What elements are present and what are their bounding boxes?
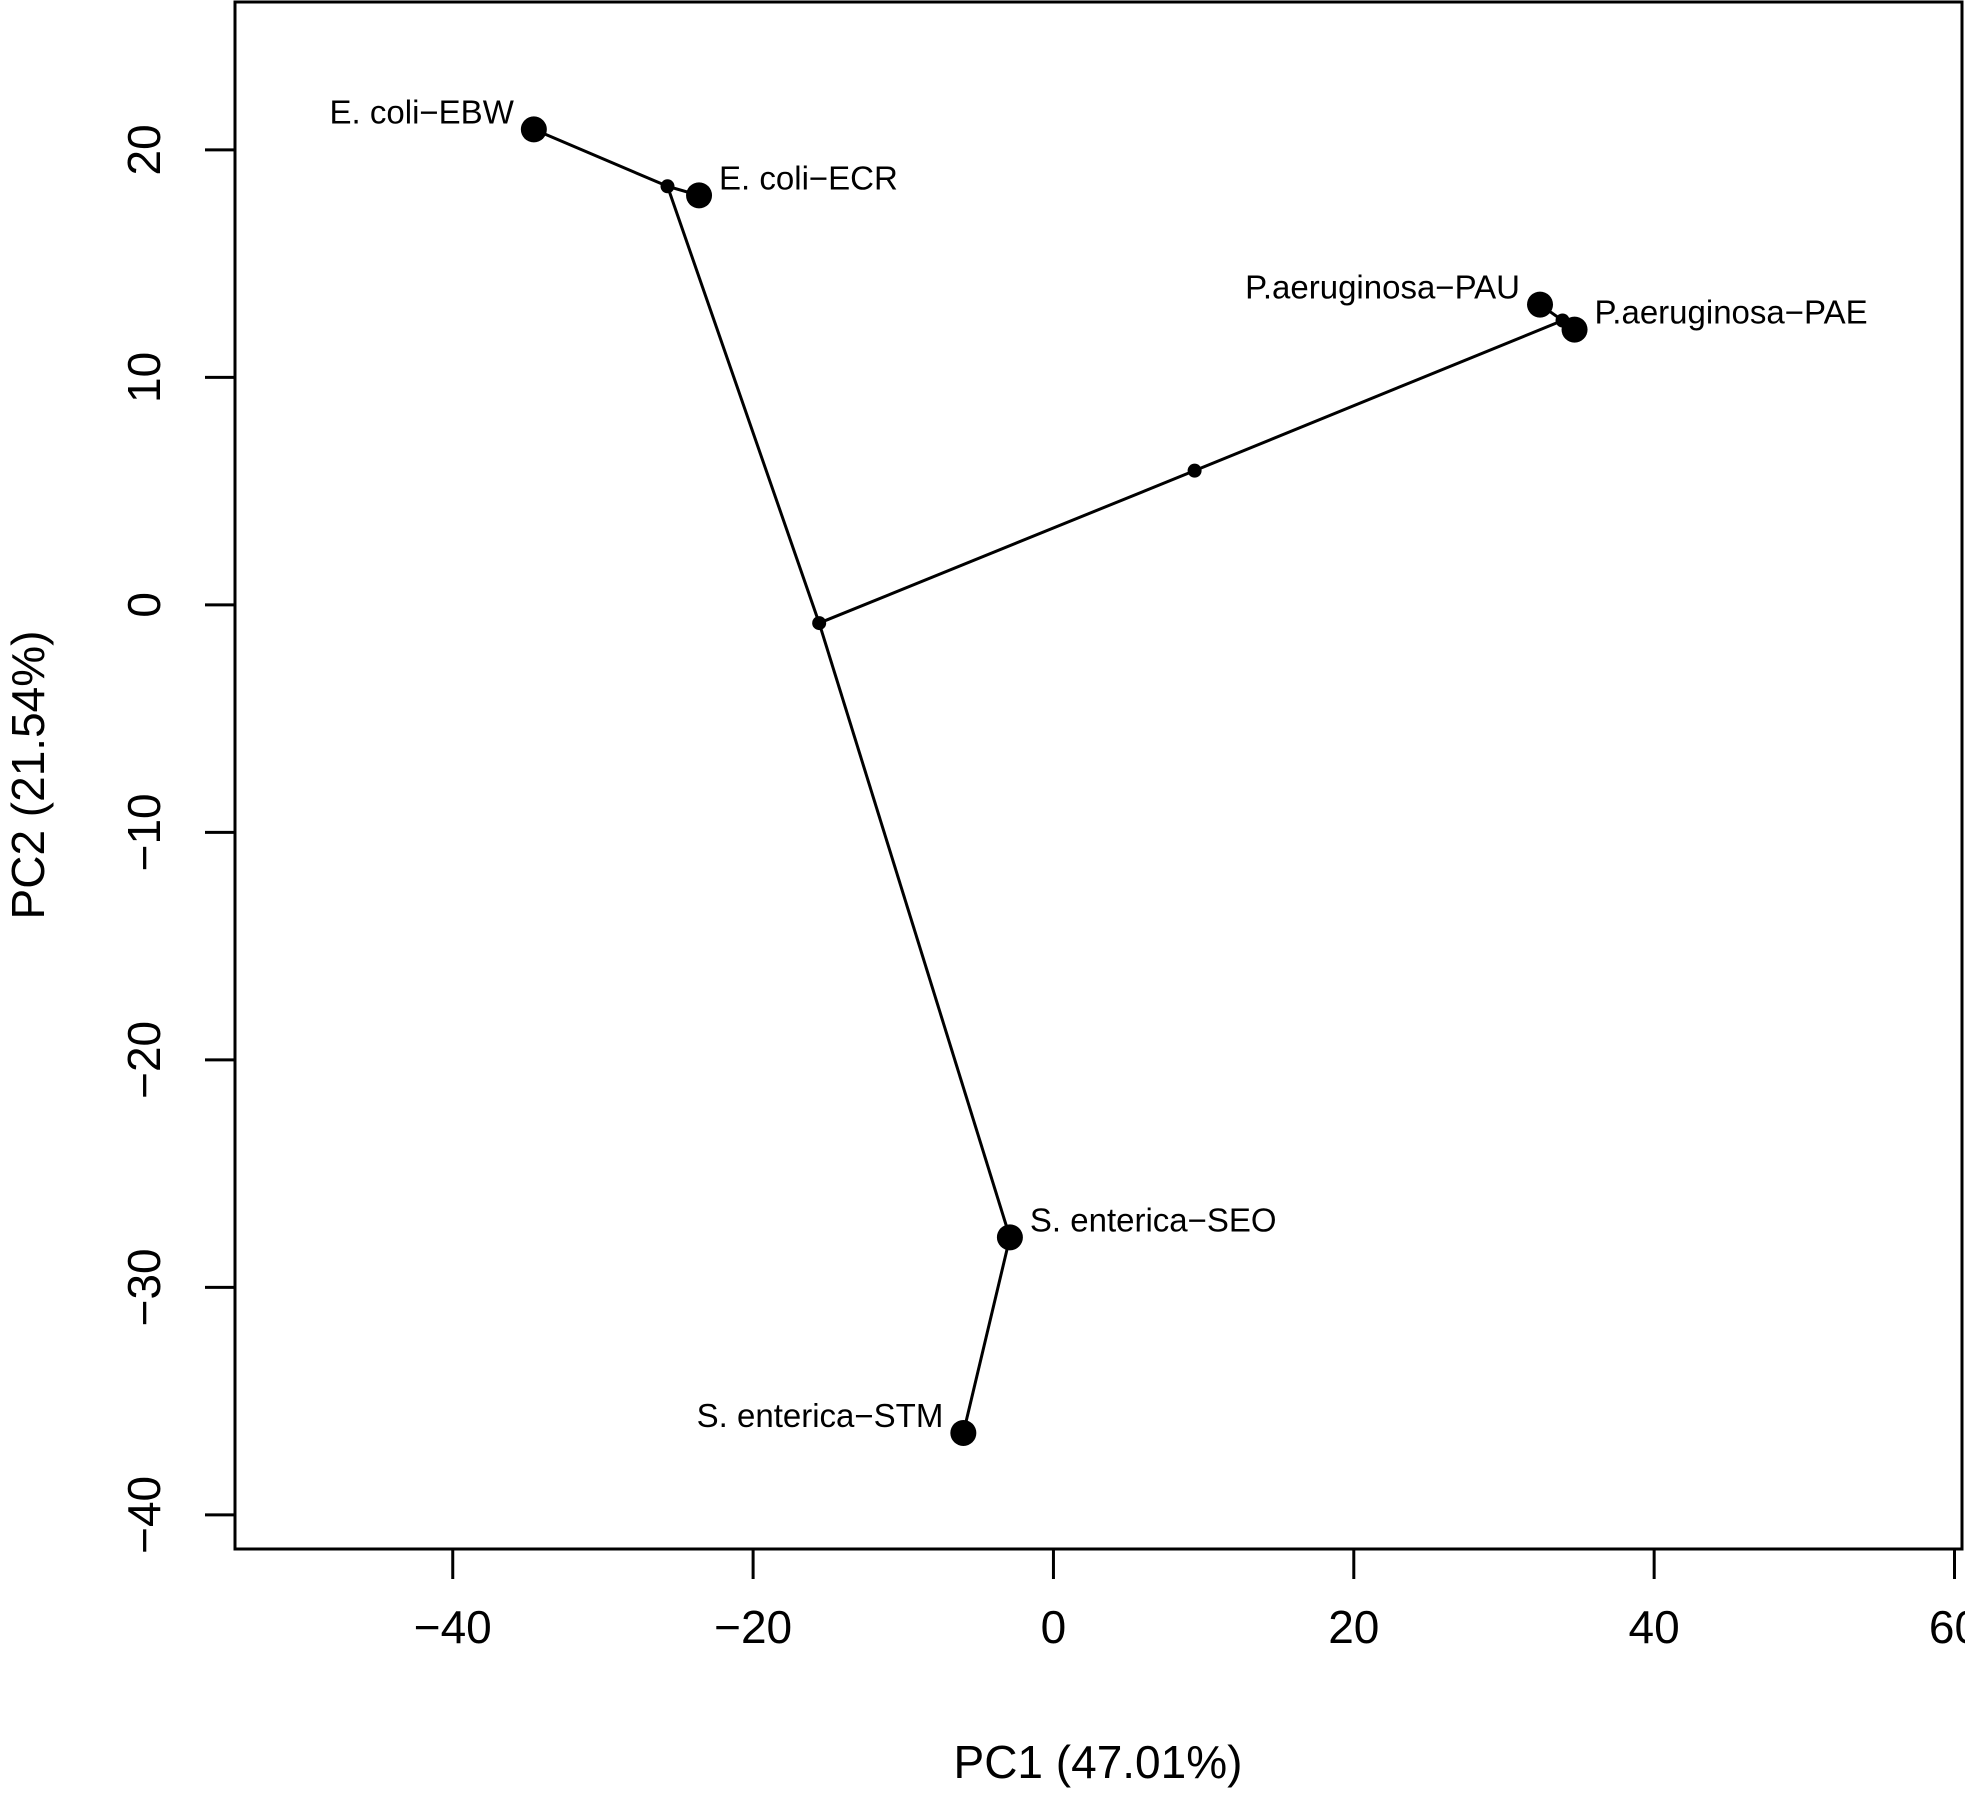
x-tick-label: 0	[1041, 1601, 1067, 1653]
point-marker-stm	[950, 1419, 977, 1446]
y-tick-label: −30	[118, 1248, 170, 1326]
point-marker-pau	[1527, 291, 1554, 318]
y-axis-title: PC2 (21.54%)	[2, 631, 54, 920]
x-tick-label: 20	[1328, 1601, 1379, 1653]
point-label-pae: P.aeruginosa−PAE	[1595, 294, 1868, 331]
x-axis: −40 −20 0 20 40 60	[414, 1547, 1965, 1653]
y-tick-label: 20	[118, 124, 170, 175]
point-label-ebw: E. coli−EBW	[330, 93, 515, 130]
point-marker-ebw	[520, 116, 547, 143]
internal-node-marker	[1187, 463, 1202, 478]
point-marker-seo	[996, 1224, 1023, 1251]
tree-edge	[961, 1236, 1012, 1434]
point-marker-ecr	[686, 182, 713, 209]
y-tick-label: −20	[118, 1021, 170, 1099]
y-tick-label: 0	[118, 592, 170, 618]
x-tick-label: −40	[414, 1601, 492, 1653]
x-tick-label: −20	[714, 1601, 792, 1653]
tree-edge	[818, 469, 1196, 625]
tree-edge	[533, 128, 669, 188]
x-axis-title: PC1 (47.01%)	[954, 1736, 1243, 1788]
internal-nodes	[660, 179, 1570, 631]
point-label-pau: P.aeruginosa−PAU	[1245, 269, 1520, 306]
tree-edge	[666, 185, 821, 624]
y-tick-label: 10	[118, 352, 170, 403]
point-label-seo: S. enterica−SEO	[1030, 1201, 1277, 1238]
tree-edge	[817, 622, 1012, 1238]
x-tick-label: 40	[1629, 1601, 1680, 1653]
point-label-ecr: E. coli−ECR	[719, 159, 898, 196]
point-marker-pae	[1561, 316, 1588, 343]
y-tick-label: −10	[118, 793, 170, 871]
y-tick-label: −40	[118, 1476, 170, 1554]
internal-node-marker	[660, 179, 675, 194]
internal-node-marker	[812, 616, 827, 631]
x-tick-label: 60	[1929, 1601, 1965, 1653]
y-axis: −40 −30 −20 −10 0 10 20	[118, 124, 237, 1554]
point-label-stm: S. enterica−STM	[697, 1397, 944, 1434]
point-labels: E. coli−EBW E. coli−ECR P.aeruginosa−PAU P.…	[330, 93, 1868, 1434]
tree-edge	[1194, 319, 1564, 473]
data-points	[520, 116, 1588, 1446]
